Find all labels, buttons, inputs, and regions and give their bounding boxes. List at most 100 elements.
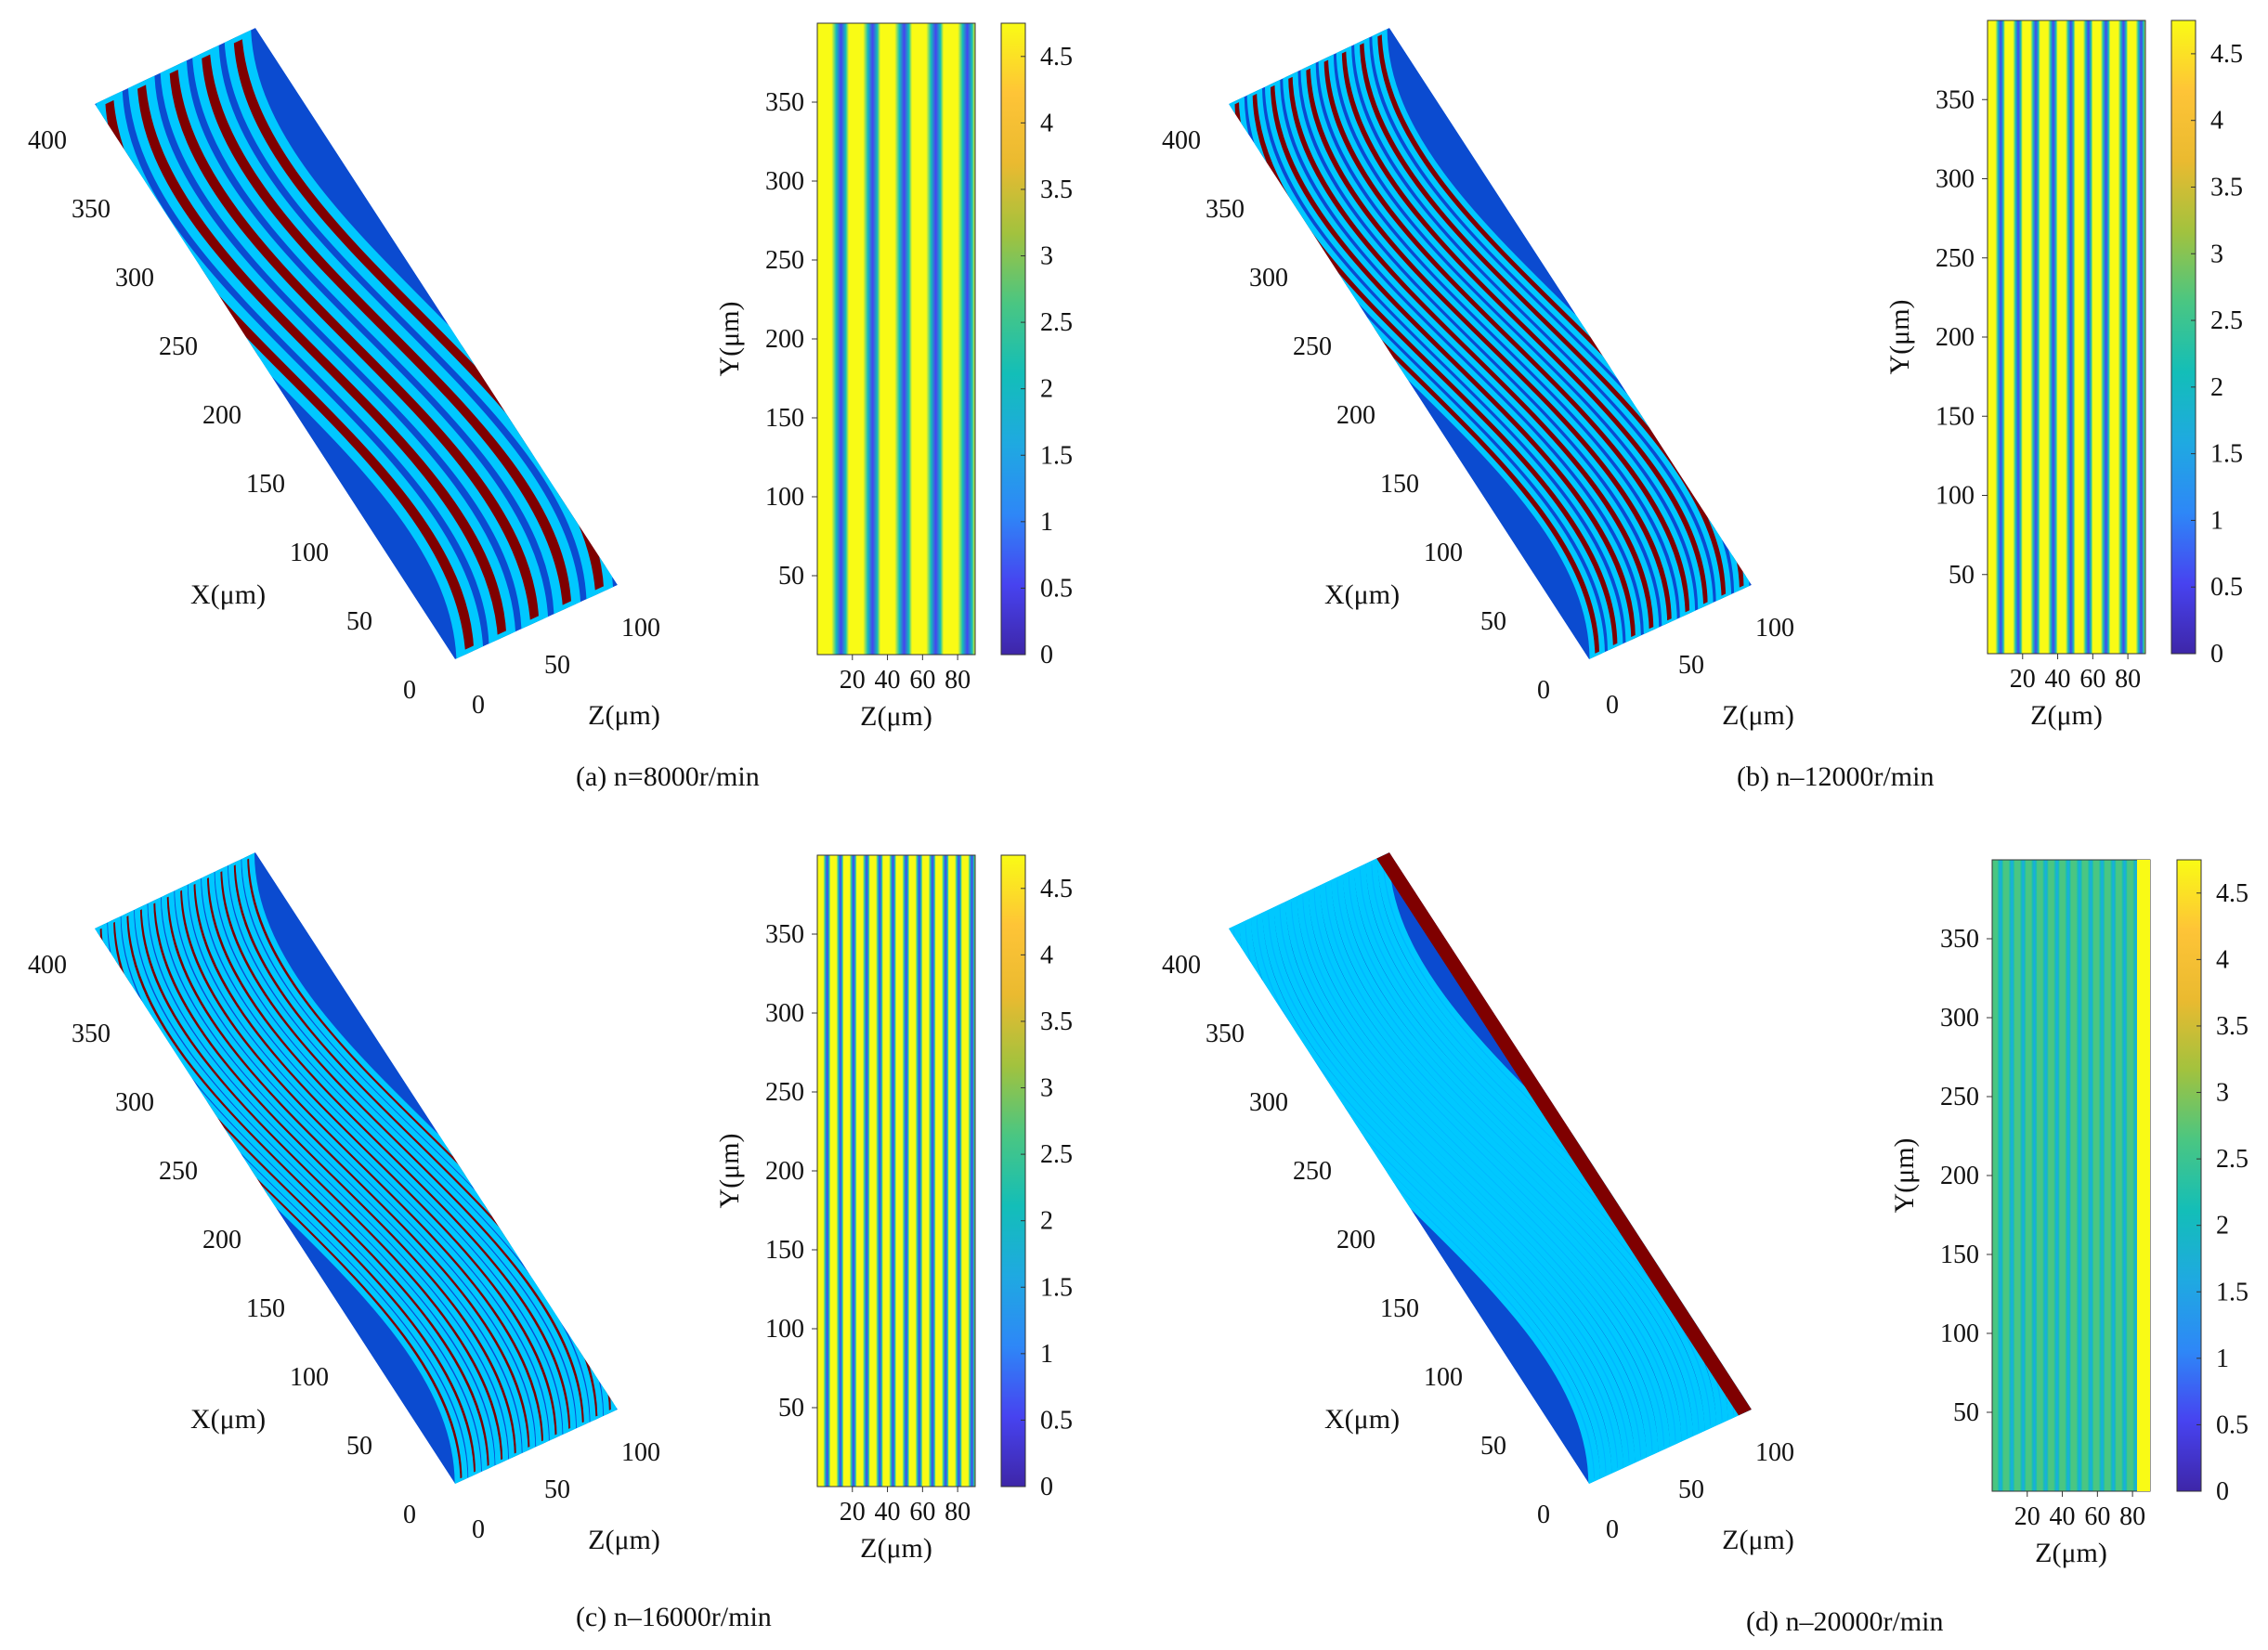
- heatmap-x-tick: 60: [909, 1498, 935, 1527]
- surface-3d: [1229, 28, 1752, 659]
- heatmap-field: [1988, 20, 2145, 654]
- colorbar-tick: 3.5: [2210, 173, 2243, 201]
- heatmap-y-tick: 150: [765, 1236, 804, 1265]
- colorbar-tick: 1.5: [1040, 441, 1073, 470]
- heatmap-y-tick: 100: [765, 483, 804, 512]
- surface-stripe: [1365, 854, 1740, 1424]
- heatmap-y-tick: 100: [765, 1315, 804, 1344]
- heatmap-y-tick: 50: [778, 562, 804, 591]
- colorbar-tick: 0.5: [1040, 1406, 1073, 1435]
- heatmap-y-tick: 200: [765, 325, 804, 354]
- surface-x-tick: 150: [246, 470, 285, 499]
- surface-z-label: Z(μm): [588, 700, 660, 731]
- surface-z-label: Z(μm): [1722, 700, 1794, 731]
- heatmap-x-tick: 60: [2079, 665, 2105, 694]
- heatmap-x-label: Z(μm): [2030, 700, 2103, 731]
- heatmap-x-tick: 60: [2084, 1502, 2110, 1531]
- heatmap-y-tick: 300: [765, 999, 804, 1028]
- surface-x-tick: 100: [290, 1363, 329, 1392]
- surface-stripe: [1300, 59, 1677, 630]
- heatmap-field: [817, 855, 975, 1487]
- surface-z-tick: 0: [1606, 1515, 1619, 1544]
- heatmap-x-tick: 80: [2115, 665, 2141, 694]
- surface-x-tick: 300: [1249, 264, 1288, 292]
- surface-z-tick: 0: [472, 1515, 485, 1544]
- colorbar-tick: 1: [2210, 506, 2223, 535]
- colorbar-tick: 2.5: [2216, 1145, 2248, 1174]
- surface-x-tick: 0: [1537, 676, 1550, 705]
- surface-stripe: [191, 40, 581, 619]
- surface-x-tick: 0: [1537, 1501, 1550, 1529]
- colorbar-tick: 1.5: [1040, 1273, 1073, 1302]
- surface-stripe: [1283, 68, 1660, 638]
- heatmap-x-tick: 60: [909, 666, 935, 695]
- heatmap-y-tick: 250: [765, 1078, 804, 1107]
- colorbar-tick: 3: [2216, 1079, 2229, 1108]
- surface-x-tick: 50: [346, 1432, 372, 1461]
- heatmap-y-tick: 250: [1936, 244, 1975, 273]
- heatmap-y-tick: 150: [765, 404, 804, 433]
- surface-z-tick: 0: [1606, 691, 1619, 720]
- colorbar-tick: 0.5: [1040, 574, 1073, 603]
- surface-x-tick: 350: [72, 195, 111, 224]
- heatmap-y-label: Y(μm): [1884, 299, 1915, 374]
- heatmap-y-tick: 200: [1940, 1162, 1979, 1190]
- panel-graphics: 050100150200250300350400X(μm)050100Z(μm)…: [28, 852, 1073, 1564]
- surface-3d: [1229, 852, 1752, 1484]
- heatmap-x-label: Z(μm): [2035, 1538, 2107, 1568]
- colorbar-tick: 0.5: [2216, 1410, 2248, 1439]
- colorbar-tick: 3: [2210, 240, 2223, 268]
- surface-z-label: Z(μm): [588, 1525, 660, 1555]
- colorbar-tick: 3.5: [1040, 175, 1073, 204]
- surface-x-tick: 150: [1380, 470, 1419, 499]
- surface-stripe: [1250, 909, 1624, 1477]
- caption-a: (a) n=8000r/min: [576, 761, 760, 792]
- heatmap-y-tick: 100: [1940, 1319, 1979, 1348]
- colorbar-tick: 4: [1040, 941, 1053, 969]
- heatmap-x-tick: 40: [875, 1498, 901, 1527]
- heatmap-y-tick: 250: [765, 246, 804, 275]
- surface-z-tick: 100: [1755, 1438, 1794, 1467]
- surface-stripe: [175, 881, 550, 1450]
- colorbar-tick: 2.5: [1040, 1140, 1073, 1169]
- heatmap-y-label: Y(μm): [1889, 1137, 1920, 1213]
- panel-graphics: 050100150200250300350400X(μm)050100Z(μm)…: [28, 22, 1073, 732]
- surface-x-tick: 400: [1162, 126, 1201, 155]
- heatmap-y-tick: 100: [1936, 482, 1975, 511]
- colorbar-tick: 1.5: [2210, 440, 2243, 469]
- heatmap-y-tick: 50: [778, 1394, 804, 1423]
- heatmap-x-tick: 20: [2014, 1502, 2040, 1531]
- surface-x-tick: 100: [1424, 1363, 1463, 1392]
- colorbar-tick: 0: [2216, 1477, 2229, 1506]
- surface-x-tick: 200: [1336, 401, 1375, 430]
- panel-graphics: 050100150200250300350400X(μm)050100Z(μm)…: [1162, 19, 2243, 731]
- colorbar-tick: 4.5: [1040, 875, 1073, 903]
- surface-x-tick: 300: [115, 1088, 154, 1117]
- colorbar-tick: 4.5: [1040, 43, 1073, 71]
- surface-x-label: X(μm): [1324, 1404, 1400, 1435]
- surface-x-label: X(μm): [1324, 579, 1400, 610]
- heatmap: [817, 855, 975, 1487]
- figure-panel-b: 0 50 100 150 200 250 300 350 400 X(μm) 0 50 100 Z(μm)…: [1134, 0, 2268, 825]
- colorbar-tick: 3.5: [1040, 1007, 1073, 1036]
- heatmap-y-tick: 350: [765, 920, 804, 949]
- colorbar-tick: 0: [1040, 1473, 1053, 1501]
- surface-z-tick: 0: [472, 691, 485, 720]
- colorbar-tick: 4: [2210, 107, 2223, 136]
- surface-x-tick: 100: [1424, 539, 1463, 567]
- colorbar-tick: 4: [1040, 109, 1053, 137]
- caption-b: (b) n–12000r/min: [1737, 761, 1935, 792]
- heatmap-x-tick: 20: [2010, 665, 2036, 694]
- figure-panel-a: 0 50 100 150 200 250 300 350 400 X(μm) 0 50 100 Z(μm)…: [0, 0, 1134, 825]
- heatmap-y-tick: 300: [1940, 1004, 1979, 1033]
- surface-x-tick: 350: [72, 1020, 111, 1048]
- surface-z-tick: 100: [621, 614, 660, 643]
- colorbar-tick: 2.5: [2210, 306, 2243, 335]
- colorbar-tick: 0.5: [2210, 573, 2243, 602]
- heatmap-x-tick: 20: [840, 666, 866, 695]
- heatmap-field: [817, 23, 975, 655]
- heatmap: [1992, 860, 2150, 1491]
- colorbar-tick: 4.5: [2216, 879, 2248, 908]
- colorbar-tick: 0: [2210, 640, 2223, 669]
- colorbar-tick: 3: [1040, 242, 1053, 271]
